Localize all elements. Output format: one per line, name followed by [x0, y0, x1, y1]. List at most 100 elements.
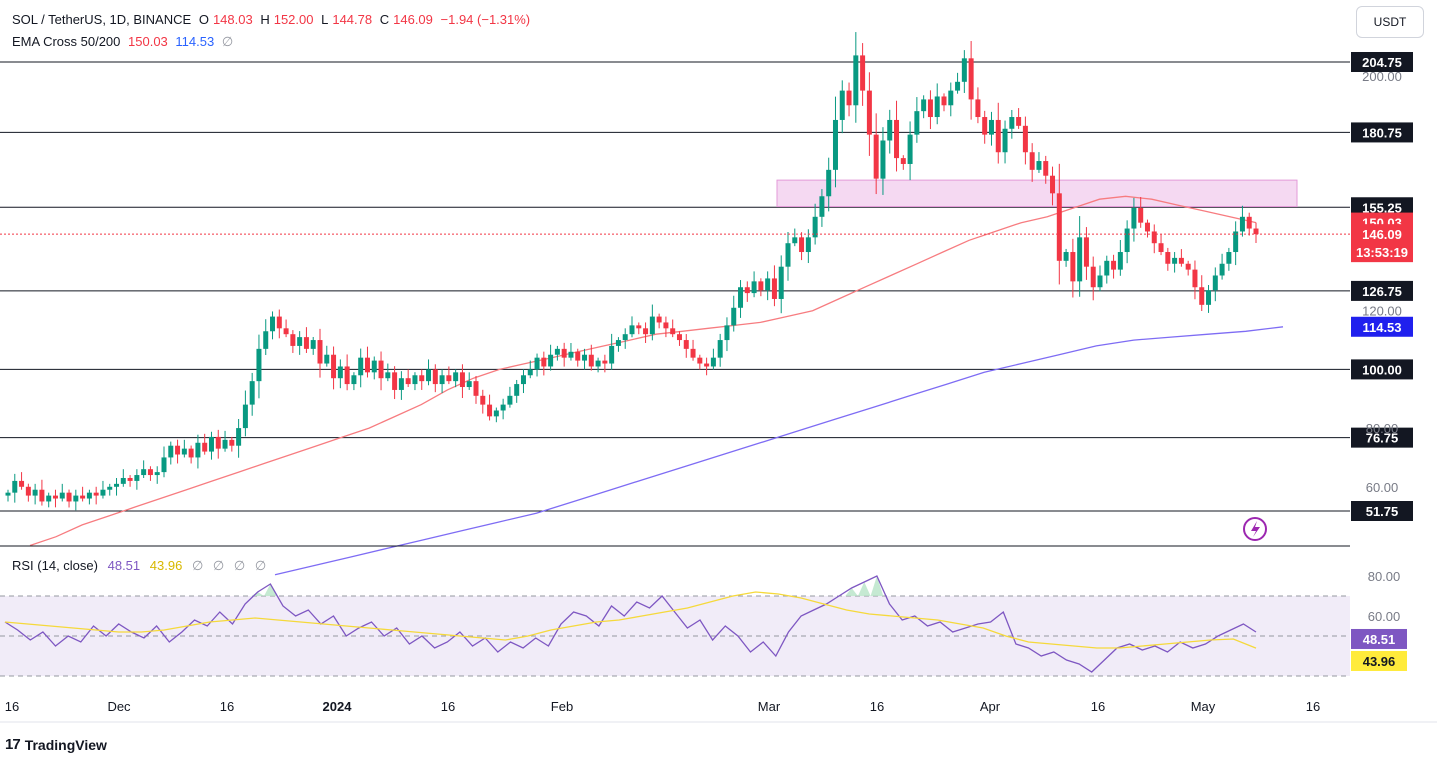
candle[interactable] [1016, 108, 1022, 129]
candle[interactable] [663, 316, 669, 338]
candle[interactable] [12, 473, 18, 503]
candle[interactable] [283, 319, 289, 338]
candle[interactable] [778, 255, 784, 314]
candle[interactable] [914, 97, 920, 143]
candle[interactable] [1192, 260, 1198, 300]
candle[interactable] [134, 469, 140, 490]
candle[interactable] [242, 390, 248, 437]
candle[interactable] [480, 389, 486, 414]
candle[interactable] [568, 342, 574, 361]
candle[interactable] [704, 357, 710, 376]
candle[interactable] [561, 342, 567, 367]
candle[interactable] [59, 483, 65, 502]
candle[interactable] [1206, 285, 1212, 313]
candle[interactable] [432, 364, 438, 393]
candle[interactable] [792, 228, 798, 247]
candle[interactable] [1219, 253, 1225, 280]
candle[interactable] [405, 369, 411, 388]
candle[interactable] [439, 369, 445, 394]
candle[interactable] [1144, 219, 1150, 238]
candle[interactable] [934, 83, 940, 125]
candle[interactable] [317, 328, 323, 378]
candle[interactable] [364, 346, 370, 378]
candle[interactable] [19, 472, 25, 490]
candle[interactable] [141, 460, 147, 478]
candle[interactable] [1111, 254, 1117, 279]
candle[interactable] [527, 360, 533, 379]
candle[interactable] [900, 155, 906, 170]
candle[interactable] [93, 486, 99, 505]
candle[interactable] [873, 113, 879, 195]
candle[interactable] [921, 95, 927, 119]
candle[interactable] [1002, 120, 1008, 164]
candle[interactable] [1124, 220, 1130, 264]
candle[interactable] [609, 333, 615, 370]
candle[interactable] [1165, 247, 1171, 271]
candle[interactable] [1083, 227, 1089, 280]
candle[interactable] [656, 313, 662, 329]
candle[interactable] [1104, 255, 1110, 284]
candle[interactable] [812, 203, 818, 245]
candle[interactable] [222, 430, 228, 452]
candle[interactable] [799, 232, 805, 261]
tradingview-logo[interactable]: 17 TradingView [5, 736, 107, 753]
candle[interactable] [534, 353, 540, 377]
candle[interactable] [955, 72, 961, 94]
candle[interactable] [419, 369, 425, 390]
candle[interactable] [941, 93, 947, 112]
candle[interactable] [866, 72, 872, 156]
candle[interactable] [290, 330, 296, 353]
candle[interactable] [181, 439, 187, 458]
candle[interactable] [541, 351, 547, 376]
candle[interactable] [297, 331, 303, 355]
candle[interactable] [927, 90, 933, 130]
candle[interactable] [1185, 260, 1191, 276]
candle[interactable] [147, 466, 153, 481]
candle[interactable] [39, 479, 45, 506]
candle[interactable] [758, 278, 764, 297]
candle[interactable] [1233, 221, 1239, 266]
candle[interactable] [168, 441, 174, 465]
candle[interactable] [1226, 247, 1232, 271]
candle[interactable] [46, 492, 52, 508]
candle[interactable] [975, 87, 981, 124]
candle[interactable] [514, 379, 520, 403]
candle[interactable] [1138, 196, 1144, 228]
candle[interactable] [595, 357, 601, 373]
candle[interactable] [724, 317, 730, 352]
candle[interactable] [548, 344, 554, 371]
candle[interactable] [195, 434, 201, 469]
candle[interactable] [107, 483, 113, 496]
candle[interactable] [697, 354, 703, 370]
candle[interactable] [5, 489, 11, 502]
candle[interactable] [208, 431, 214, 460]
candle[interactable] [303, 327, 309, 353]
candle[interactable] [1077, 216, 1083, 297]
lightning-icon[interactable] [1243, 517, 1267, 541]
candle[interactable] [690, 339, 696, 361]
candle[interactable] [636, 322, 642, 335]
candle[interactable] [1050, 166, 1056, 206]
candle[interactable] [629, 316, 635, 338]
candle[interactable] [1253, 222, 1259, 243]
candle[interactable] [446, 366, 452, 385]
candle[interactable] [887, 109, 893, 154]
candle[interactable] [1063, 248, 1069, 267]
candle[interactable] [392, 366, 398, 400]
candle[interactable] [507, 386, 513, 408]
candle[interactable] [493, 407, 499, 423]
candle[interactable] [765, 271, 771, 301]
candle[interactable] [114, 477, 120, 496]
candle[interactable] [215, 429, 221, 459]
candle[interactable] [670, 319, 676, 338]
candle[interactable] [1029, 143, 1035, 182]
candle[interactable] [710, 348, 716, 370]
candle[interactable] [466, 372, 472, 390]
candle[interactable] [86, 489, 92, 505]
candle[interactable] [1056, 163, 1062, 285]
candle[interactable] [358, 348, 364, 388]
candle[interactable] [426, 359, 432, 386]
candle[interactable] [1117, 239, 1123, 276]
candle[interactable] [1199, 275, 1205, 312]
candle[interactable] [263, 319, 269, 356]
